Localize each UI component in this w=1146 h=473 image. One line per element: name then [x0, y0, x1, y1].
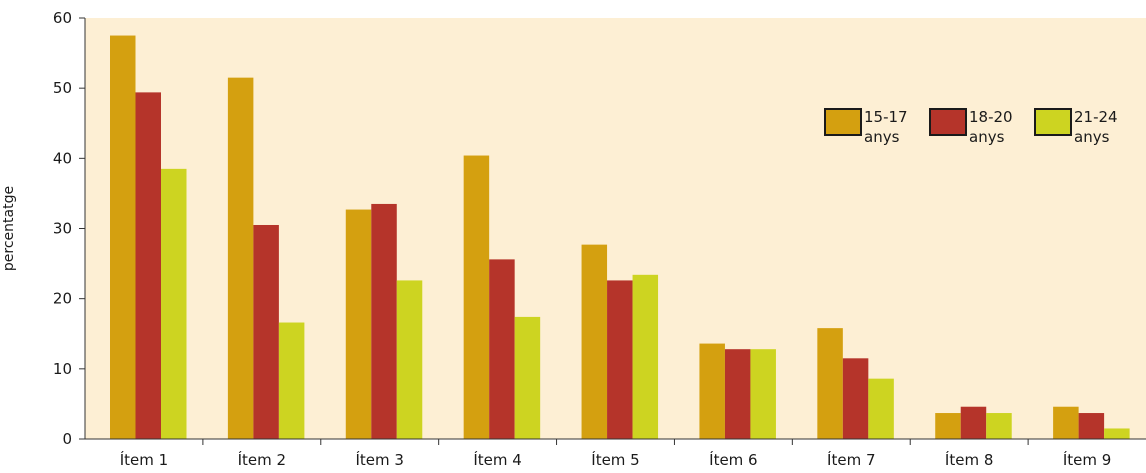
bar-4-series-1 [463, 155, 490, 439]
bar-3-series-2 [371, 203, 397, 439]
axes-group: 0 10 20 30 40 50 60 Ítem 1 Ítem 2 Ítem 3 Ítem 4 Íte… [53, 9, 1146, 469]
bar-6-series-3 [750, 349, 776, 439]
x-tick-label: Ítem 1 [120, 450, 168, 469]
bar-2-series-1 [227, 77, 254, 440]
x-tick-label: Ítem 2 [238, 450, 286, 469]
bar-5-series-2 [607, 280, 633, 439]
bar-8-series-2 [960, 406, 987, 439]
bar-7-series-3 [868, 378, 894, 439]
x-tick-label: Ítem 7 [827, 450, 875, 469]
bar-3-series-3 [396, 280, 423, 439]
x-tick-label: Ítem 3 [355, 450, 403, 469]
bar-6-series-1 [699, 343, 725, 439]
bar-7-series-2 [842, 358, 869, 439]
x-tick-label: Ítem 8 [945, 450, 993, 469]
bar-4-series-3 [514, 316, 541, 439]
bar-5-series-3 [632, 274, 659, 439]
bar-9-series-2 [1078, 413, 1105, 439]
y-axis-title: percentatge [1, 186, 17, 271]
legend-swatch-2 [929, 108, 967, 136]
bar-9-series-1 [1053, 406, 1079, 439]
bar-4-series-2 [489, 259, 515, 439]
bar-3-series-1 [345, 209, 372, 439]
legend-label-1: 15-17 [864, 108, 908, 126]
legend-swatch-1 [824, 108, 862, 136]
legend-label-2: 18-20 [969, 108, 1013, 126]
x-tick-label: Ítem 4 [473, 450, 521, 469]
bar-1-series-1 [110, 35, 136, 440]
y-tick-label: 10 [53, 360, 72, 378]
bar-9-series-3 [1104, 428, 1130, 439]
bar-7-series-1 [817, 328, 843, 439]
y-tick-label: 40 [53, 149, 72, 167]
bar-6-series-2 [724, 349, 751, 439]
x-tick-label: Ítem 5 [591, 450, 639, 469]
legend-label-3-line2: anys [1074, 128, 1110, 146]
bar-1-series-2 [135, 92, 161, 440]
legend-label-1-line2: anys [864, 128, 900, 146]
bar-8-series-1 [935, 413, 961, 439]
bar-2-series-3 [278, 322, 305, 439]
bar-1-series-3 [161, 168, 187, 439]
legend-label-2-line2: anys [969, 128, 1005, 146]
legend: 15-17 anys 18-20 anys 21-24 anys [824, 108, 1118, 146]
y-tick-label: 60 [53, 9, 72, 27]
bar-5-series-1 [581, 244, 608, 439]
y-tick-label: 30 [53, 220, 72, 238]
bars-group [110, 35, 1130, 440]
bar-2-series-2 [253, 224, 279, 439]
legend-label-3: 21-24 [1074, 108, 1118, 126]
y-tick-label: 20 [53, 290, 72, 308]
y-tick-label: 0 [62, 430, 72, 448]
y-tick-label: 50 [53, 79, 72, 97]
bar-8-series-3 [986, 413, 1012, 439]
x-tick-label: Ítem 6 [709, 450, 757, 469]
x-tick-label: Ítem 9 [1063, 450, 1111, 469]
legend-swatch-3 [1034, 108, 1072, 136]
